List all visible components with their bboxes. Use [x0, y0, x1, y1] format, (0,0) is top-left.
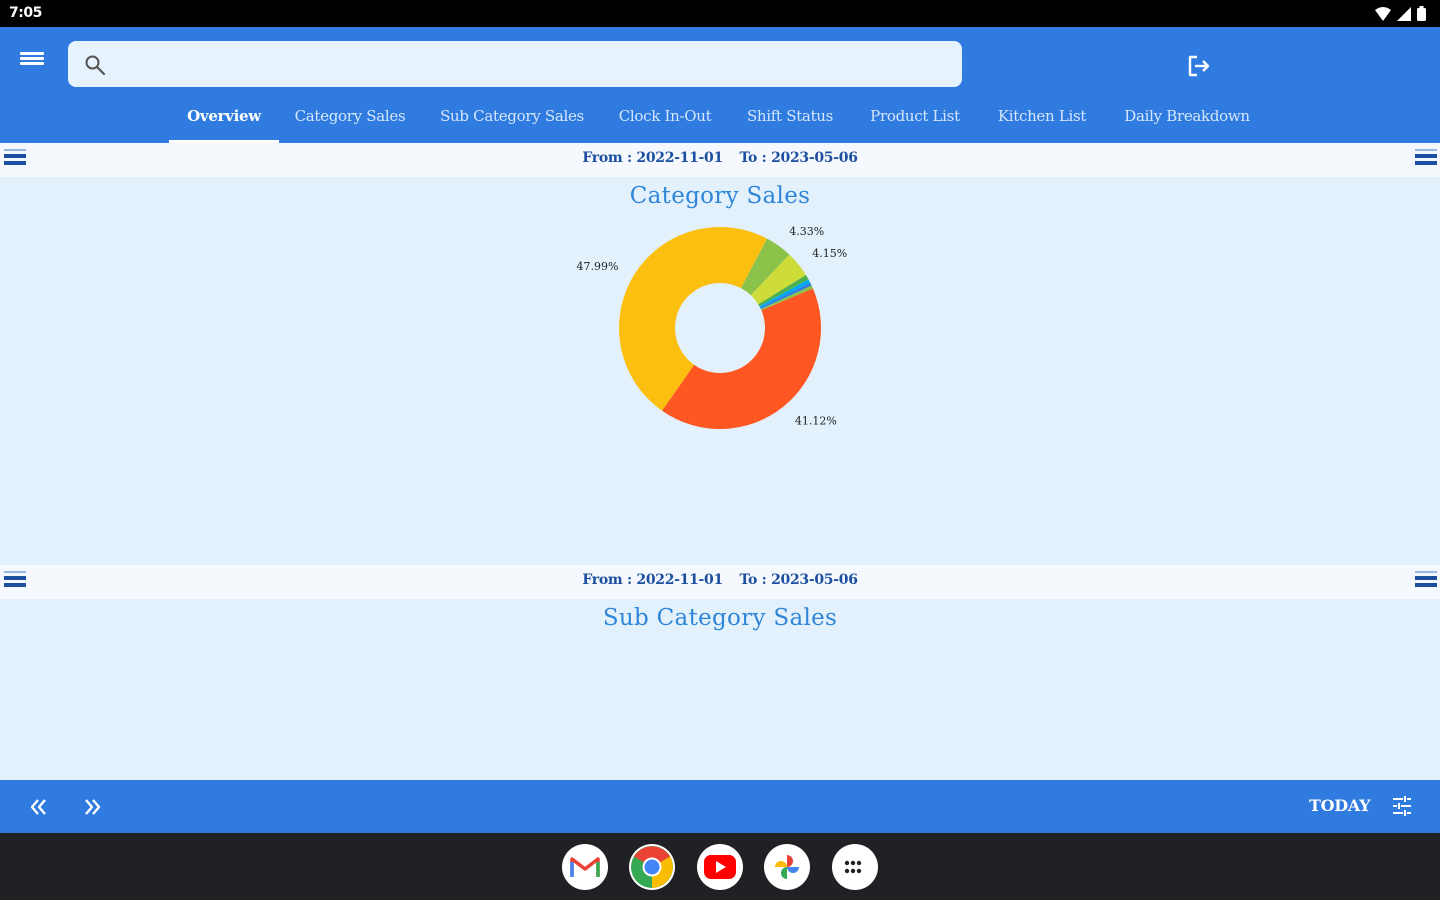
- donut-slice: [758, 274, 809, 307]
- tab-overview[interactable]: Overview: [187, 107, 261, 125]
- tab-kitchen-list[interactable]: Kitchen List: [997, 107, 1087, 125]
- collapse-left-icon[interactable]: [4, 149, 26, 167]
- category-sales-chart: 47.99% 4.33% 4.15% 41.12%: [576, 225, 847, 429]
- to-date: To : 2023-05-06: [739, 150, 858, 166]
- gmail-icon: [570, 857, 600, 877]
- gmail-app-icon[interactable]: [562, 844, 608, 890]
- tab-sub-category-sales[interactable]: Sub Category Sales: [440, 107, 584, 125]
- tab-clock-in-out[interactable]: Clock In-Out: [618, 107, 712, 125]
- date-range: From : 2022-11-01 To : 2023-05-06: [0, 572, 1440, 588]
- donut-slice: [760, 285, 813, 311]
- wifi-icon: [1375, 6, 1391, 21]
- donut-slice: [759, 279, 811, 308]
- battery-icon: [1417, 6, 1426, 21]
- youtube-icon: [704, 855, 736, 879]
- tab-bar: Overview Category Sales Sub Category Sal…: [0, 99, 1440, 143]
- slice-label: 47.99%: [576, 260, 618, 273]
- donut-slice: [760, 282, 812, 310]
- tab-daily-breakdown[interactable]: Daily Breakdown: [1124, 107, 1250, 125]
- tab-shift-status[interactable]: Shift Status: [746, 107, 834, 125]
- status-time: 7:05: [9, 5, 42, 21]
- today-button[interactable]: TODAY: [1309, 796, 1371, 815]
- slice-label: 41.12%: [795, 414, 837, 427]
- donut-slice: [619, 227, 768, 411]
- search-bar[interactable]: [68, 41, 962, 87]
- collapse-right-icon[interactable]: [1415, 571, 1437, 589]
- panel-title: Sub Category Sales: [602, 605, 838, 631]
- panel-title: Category Sales: [629, 183, 811, 209]
- youtube-app-icon[interactable]: [697, 844, 743, 890]
- slice-label: 4.33%: [789, 225, 824, 238]
- collapse-right-icon[interactable]: [1415, 149, 1437, 167]
- category-sales-panel: Category Sales 47.99% 4.33% 4.15% 41.12%: [4, 177, 1436, 561]
- tab-indicator: [169, 140, 279, 143]
- tab-category-sales[interactable]: Category Sales: [294, 107, 406, 125]
- date-range-bar: From : 2022-11-01 To : 2023-05-06: [0, 143, 1440, 177]
- donut-slice: [740, 238, 790, 296]
- photos-icon: [775, 855, 799, 879]
- apps-grid-app-icon[interactable]: [832, 844, 878, 890]
- search-input[interactable]: [112, 49, 946, 81]
- collapse-left-icon[interactable]: [4, 571, 26, 589]
- from-date: From : 2022-11-01: [582, 150, 723, 166]
- photos-app-icon[interactable]: [764, 844, 810, 890]
- to-date: To : 2023-05-06: [739, 572, 858, 588]
- tune-icon[interactable]: [1391, 795, 1413, 817]
- double-chevron-right-icon[interactable]: [79, 794, 105, 820]
- app-dock: [0, 833, 1440, 900]
- status-bar: 7:05: [0, 0, 1440, 27]
- apps-grid-icon: [844, 860, 862, 874]
- app-bar: Overview Category Sales Sub Category Sal…: [0, 27, 1440, 143]
- donut-slice: [662, 288, 822, 429]
- chrome-icon: [631, 846, 673, 888]
- logout-icon[interactable]: [1184, 52, 1212, 80]
- donut-slice: [750, 254, 806, 305]
- sub-category-sales-panel: Sub Category Sales: [4, 599, 1436, 780]
- bottom-bar: TODAY: [0, 780, 1440, 833]
- status-icons: [1375, 6, 1426, 21]
- from-date: From : 2022-11-01: [582, 572, 723, 588]
- date-range-bar: From : 2022-11-01 To : 2023-05-06: [0, 565, 1440, 599]
- slice-label: 4.15%: [812, 247, 847, 260]
- chrome-app-icon[interactable]: [629, 844, 675, 890]
- search-icon: [85, 55, 106, 76]
- signal-icon: [1397, 6, 1411, 21]
- menu-icon[interactable]: [20, 50, 44, 70]
- double-chevron-left-icon[interactable]: [26, 794, 52, 820]
- tab-product-list[interactable]: Product List: [870, 107, 960, 125]
- date-range: From : 2022-11-01 To : 2023-05-06: [0, 150, 1440, 166]
